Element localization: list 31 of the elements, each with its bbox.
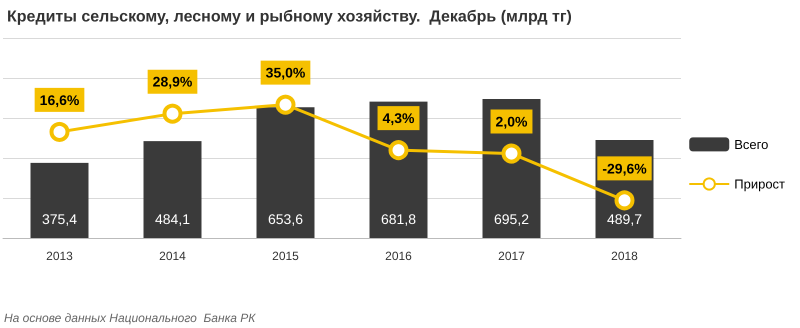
data-label: 35,0% — [266, 64, 306, 81]
data-label: 2,0% — [496, 114, 528, 130]
bar — [256, 107, 314, 238]
point — [50, 122, 70, 142]
x-tick-label: 2016 — [385, 249, 412, 263]
point — [388, 140, 408, 160]
data-label: 653,6 — [268, 211, 304, 227]
data-label: 16,6% — [40, 92, 80, 108]
x-tick-label: 2013 — [46, 249, 74, 263]
x-tick-label: 2015 — [272, 249, 300, 263]
x-tick-label: 2017 — [498, 249, 526, 263]
legend-label: Прирост — [734, 176, 786, 192]
data-label: -29,6% — [602, 160, 648, 176]
point — [162, 104, 182, 124]
text: На основе данных Национального Банка РК — [4, 311, 256, 325]
bar — [144, 141, 202, 238]
data-label: 681,8 — [380, 211, 416, 227]
data-label: 695,2 — [494, 211, 530, 227]
data-label: 489,7 — [606, 211, 642, 227]
point — [614, 190, 634, 210]
data-label: 28,9% — [152, 74, 193, 90]
bar — [30, 162, 88, 238]
data-label: 4,3% — [382, 110, 415, 126]
data-label: 375,4 — [42, 211, 78, 227]
legend-label: Всего — [734, 136, 768, 152]
point — [276, 94, 296, 115]
x-tick-label: 2018 — [611, 249, 638, 263]
chart-title: Кредиты сельскому, лесному и рыбному хозяйству. Декабрь (млрд тг) — [7, 8, 572, 26]
point — [502, 144, 522, 164]
data-label: 484,1 — [154, 211, 190, 227]
x-tick-label: 2014 — [159, 249, 186, 263]
